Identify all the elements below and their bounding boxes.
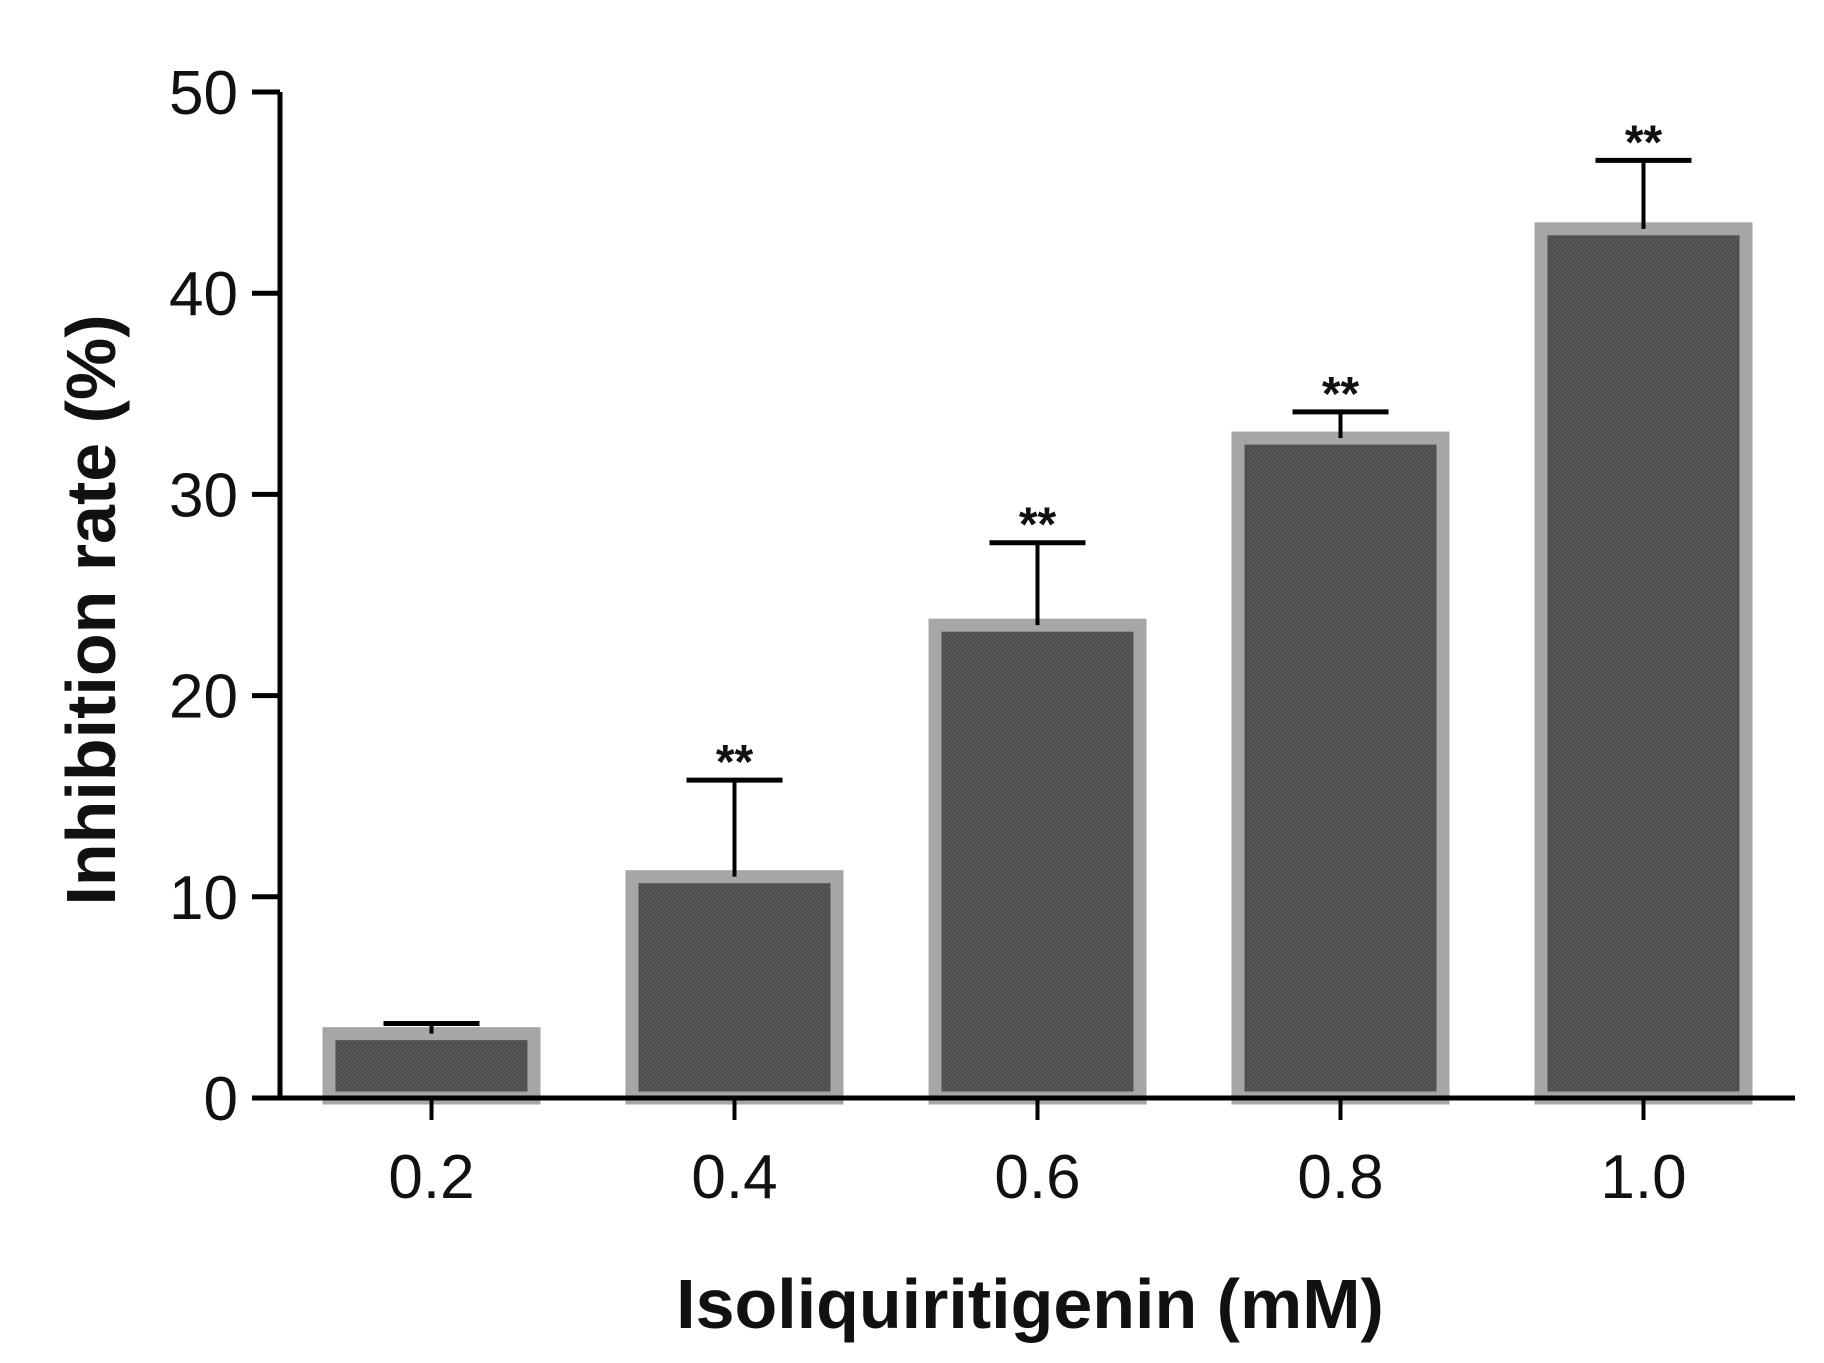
x-axis-title: Isoliquiritigenin (mM) (676, 1265, 1384, 1343)
bars-layer (322, 222, 1753, 1105)
bar-1.0 (1534, 222, 1753, 1105)
significance-1.0: ** (1625, 116, 1663, 169)
y-tick-label-10: 10 (169, 864, 238, 933)
bar-0.6 (928, 618, 1147, 1105)
y-tick-label-20: 20 (169, 663, 238, 732)
x-tick-label-0.2: 0.2 (388, 1143, 474, 1212)
significance-0.8: ** (1322, 368, 1360, 421)
x-tick-label-0.6: 0.6 (994, 1143, 1080, 1212)
x-tick-label-0.4: 0.4 (691, 1143, 777, 1212)
significance-layer: ** ** ** ** (716, 116, 1663, 789)
y-tick-label-0: 0 (204, 1065, 238, 1134)
ticks-layer: 0.2 0.4 0.6 0.8 1.0 0 10 20 30 40 50 (169, 59, 1687, 1212)
x-tick-label-1.0: 1.0 (1600, 1143, 1686, 1212)
y-tick-label-30: 30 (169, 461, 238, 530)
y-tick-label-50: 50 (169, 59, 238, 128)
significance-0.4: ** (716, 736, 754, 789)
bar-0.2 (322, 1027, 541, 1105)
x-tick-label-0.8: 0.8 (1297, 1143, 1383, 1212)
y-axis-title: Inhibition rate (%) (52, 314, 130, 905)
error-bars-layer (383, 157, 1692, 1034)
bar-0.4 (625, 870, 844, 1105)
significance-0.6: ** (1019, 499, 1057, 552)
y-tick-label-40: 40 (169, 260, 238, 329)
bar-0.8 (1231, 431, 1450, 1105)
